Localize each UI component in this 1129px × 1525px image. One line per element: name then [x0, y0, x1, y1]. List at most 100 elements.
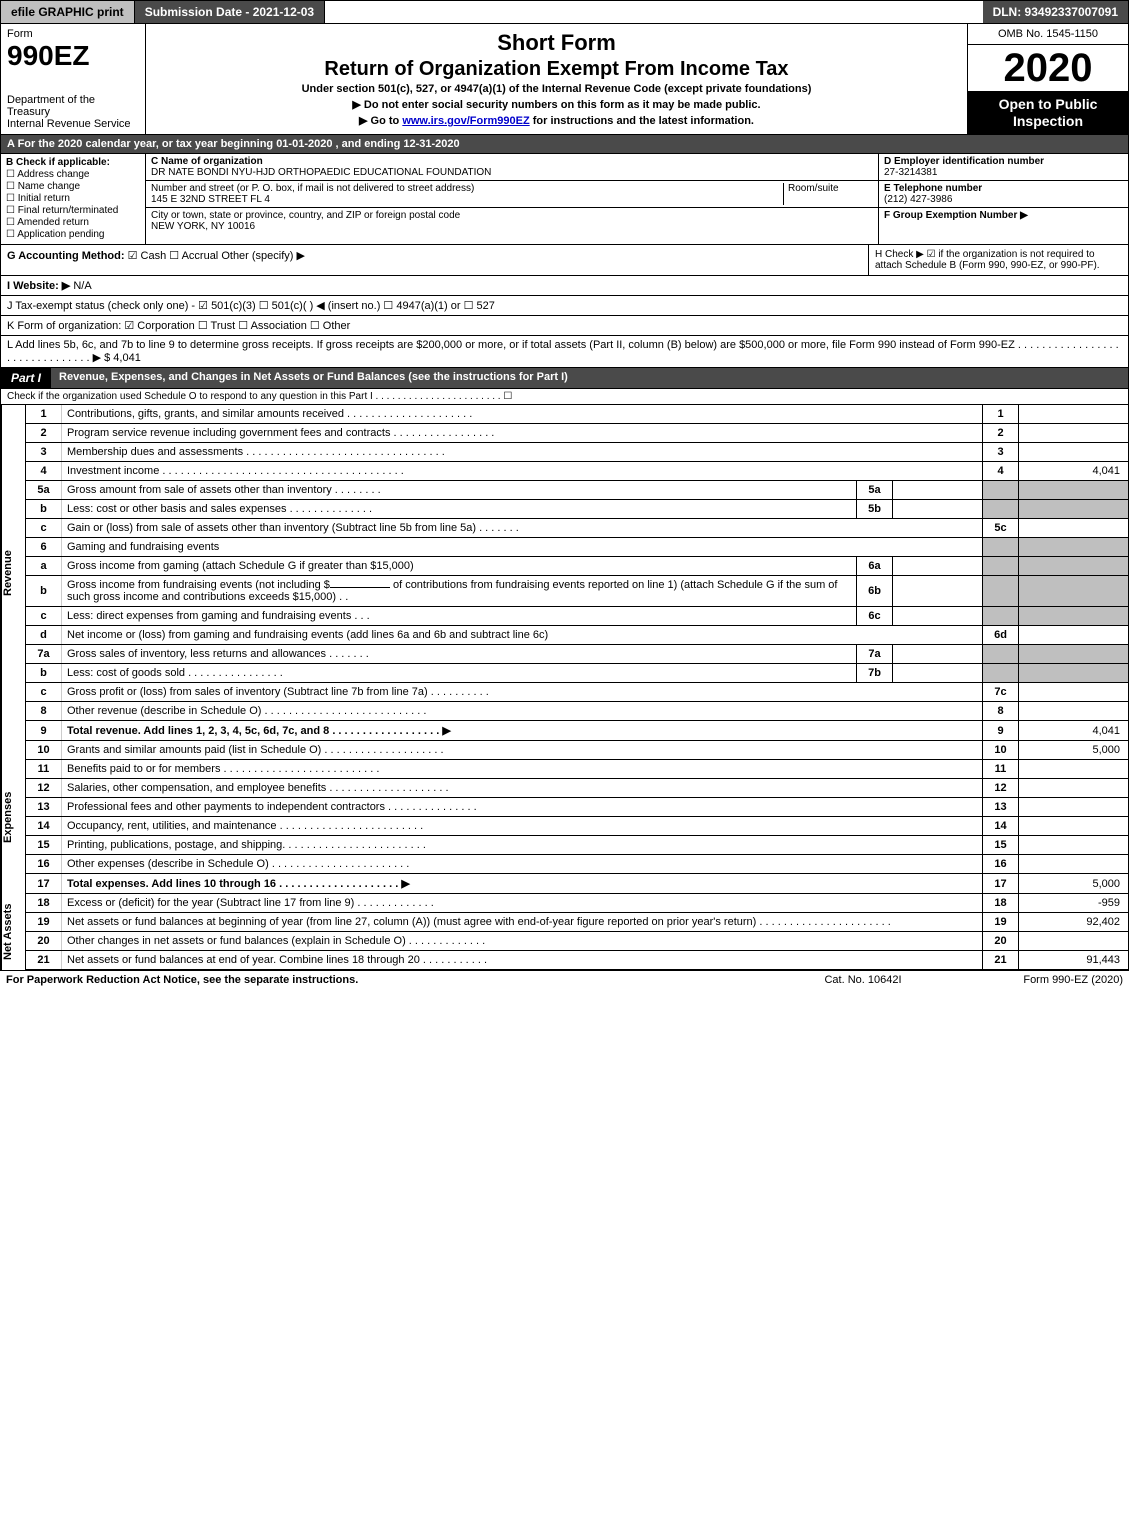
- line-5b: bLess: cost or other basis and sales exp…: [26, 500, 1129, 519]
- page-footer: For Paperwork Reduction Act Notice, see …: [0, 970, 1129, 989]
- note2-post: for instructions and the latest informat…: [530, 115, 754, 127]
- l-value: 4,041: [113, 352, 141, 364]
- short-form-title: Short Form: [152, 30, 961, 56]
- line-12: 12Salaries, other compensation, and empl…: [26, 779, 1129, 798]
- header-left: Form 990EZ Department of the Treasury In…: [1, 24, 146, 134]
- dept-irs: Internal Revenue Service: [7, 118, 131, 130]
- dept-treasury: Department of the Treasury: [7, 94, 95, 118]
- line-1: 1Contributions, gifts, grants, and simil…: [26, 405, 1129, 424]
- d-label: D Employer identification number: [884, 156, 1044, 167]
- return-title: Return of Organization Exempt From Incom…: [152, 58, 961, 81]
- g-accounting-method: G Accounting Method: ☑ Cash ☐ Accrual Ot…: [1, 245, 868, 275]
- org-name-row: C Name of organization DR NATE BONDI NYU…: [146, 154, 878, 181]
- line-9: 9Total revenue. Add lines 1, 2, 3, 4, 5c…: [26, 721, 1129, 741]
- c-label: C Name of organization: [151, 156, 263, 167]
- check-initial-return[interactable]: ☐ Initial return: [6, 193, 140, 204]
- efile-print-button[interactable]: efile GRAPHIC print: [1, 1, 135, 23]
- section-g-h-i-j: G Accounting Method: ☑ Cash ☐ Accrual Ot…: [0, 245, 1129, 316]
- paperwork-notice: For Paperwork Reduction Act Notice, see …: [6, 974, 783, 986]
- line-4: 4Investment income . . . . . . . . . . .…: [26, 462, 1129, 481]
- submission-date: Submission Date - 2021-12-03: [135, 1, 325, 23]
- line-6: 6Gaming and fundraising events: [26, 538, 1129, 557]
- i-value: N/A: [73, 280, 91, 292]
- phone-cell: E Telephone number (212) 427-3986: [879, 181, 1128, 208]
- net-assets-block: Net Assets 18Excess or (deficit) for the…: [0, 894, 1129, 970]
- b-header: B Check if applicable:: [6, 157, 110, 168]
- line-20: 20Other changes in net assets or fund ba…: [26, 932, 1129, 951]
- tax-year-line-a: A For the 2020 calendar year, or tax yea…: [0, 135, 1129, 154]
- under-section-note: Under section 501(c), 527, or 4947(a)(1)…: [152, 83, 961, 95]
- line-6a: aGross income from gaming (attach Schedu…: [26, 557, 1129, 576]
- line-6d: dNet income or (loss) from gaming and fu…: [26, 626, 1129, 645]
- g-label: G Accounting Method:: [7, 250, 125, 262]
- net-assets-table: 18Excess or (deficit) for the year (Subt…: [25, 894, 1129, 970]
- f-label: F Group Exemption Number ▶: [884, 210, 1028, 221]
- column-b: B Check if applicable: ☐ Address change …: [1, 154, 146, 244]
- check-application-pending[interactable]: ☐ Application pending: [6, 229, 140, 240]
- address-row: Number and street (or P. O. box, if mail…: [146, 181, 878, 208]
- form-number: 990EZ: [7, 40, 90, 71]
- ssn-warning: ▶ Do not enter social security numbers o…: [152, 98, 961, 111]
- e-label: E Telephone number: [884, 183, 982, 194]
- room-suite: Room/suite: [783, 183, 873, 205]
- topbar-spacer: [325, 1, 982, 23]
- g-accrual[interactable]: ☐ Accrual: [169, 250, 218, 262]
- line-11: 11Benefits paid to or for members . . . …: [26, 760, 1129, 779]
- dln-label: DLN: 93492337007091: [983, 1, 1128, 23]
- section-b-c-d-e-f: B Check if applicable: ☐ Address change …: [0, 154, 1129, 245]
- expenses-table: 10Grants and similar amounts paid (list …: [25, 741, 1129, 894]
- column-c: C Name of organization DR NATE BONDI NYU…: [146, 154, 878, 244]
- part-1-label: Part I: [1, 368, 51, 388]
- column-d-e-f: D Employer identification number 27-3214…: [878, 154, 1128, 244]
- department-label: Department of the Treasury Internal Reve…: [7, 94, 139, 130]
- j-tax-exempt-status: J Tax-exempt status (check only one) - ☑…: [1, 295, 1128, 315]
- omb-number: OMB No. 1545-1150: [968, 24, 1128, 45]
- header-right: OMB No. 1545-1150 2020 Open to Public In…: [968, 24, 1128, 134]
- line-5a: 5aGross amount from sale of assets other…: [26, 481, 1129, 500]
- line-5c: cGain or (loss) from sale of assets othe…: [26, 519, 1129, 538]
- g-other[interactable]: Other (specify) ▶: [221, 250, 305, 262]
- part-1-body: Revenue 1Contributions, gifts, grants, a…: [0, 405, 1129, 741]
- line-21: 21Net assets or fund balances at end of …: [26, 951, 1129, 970]
- form-version: Form 990-EZ (2020): [943, 974, 1123, 986]
- city-row: City or town, state or province, country…: [146, 208, 878, 234]
- g-cash[interactable]: ☑ Cash: [128, 250, 167, 262]
- h-schedule-b: H Check ▶ ☑ if the organization is not r…: [868, 245, 1128, 275]
- section-k-l: K Form of organization: ☑ Corporation ☐ …: [0, 316, 1129, 368]
- l-gross-receipts: L Add lines 5b, 6c, and 7b to line 9 to …: [1, 336, 1128, 367]
- revenue-table: 1Contributions, gifts, grants, and simil…: [25, 405, 1129, 741]
- ein-cell: D Employer identification number 27-3214…: [879, 154, 1128, 181]
- line-19: 19Net assets or fund balances at beginni…: [26, 913, 1129, 932]
- check-name-change[interactable]: ☐ Name change: [6, 181, 140, 192]
- instructions-link[interactable]: www.irs.gov/Form990EZ: [402, 115, 529, 127]
- form-header: Form 990EZ Department of the Treasury In…: [0, 24, 1129, 135]
- line-16: 16Other expenses (describe in Schedule O…: [26, 855, 1129, 874]
- line-3: 3Membership dues and assessments . . . .…: [26, 443, 1129, 462]
- line-7b: bLess: cost of goods sold . . . . . . . …: [26, 664, 1129, 683]
- line-15: 15Printing, publications, postage, and s…: [26, 836, 1129, 855]
- org-name: DR NATE BONDI NYU-HJD ORTHOPAEDIC EDUCAT…: [151, 167, 491, 178]
- catalog-number: Cat. No. 10642I: [783, 974, 943, 986]
- line-14: 14Occupancy, rent, utilities, and mainte…: [26, 817, 1129, 836]
- ein-value: 27-3214381: [884, 167, 937, 178]
- part-1-check-text: Check if the organization used Schedule …: [7, 391, 1122, 402]
- check-amended-return[interactable]: ☐ Amended return: [6, 217, 140, 228]
- form-label: Form: [7, 28, 33, 40]
- line-8: 8Other revenue (describe in Schedule O) …: [26, 702, 1129, 721]
- org-address: 145 E 32ND STREET FL 4: [151, 194, 270, 205]
- part-1-header: Part I Revenue, Expenses, and Changes in…: [0, 368, 1129, 389]
- i-website: I Website: ▶ N/A: [1, 275, 1128, 295]
- line-6b: bGross income from fundraising events (n…: [26, 576, 1129, 607]
- net-assets-tab: Net Assets: [1, 894, 25, 970]
- part-1-title: Revenue, Expenses, and Changes in Net As…: [51, 368, 1128, 388]
- note2-pre: ▶ Go to: [359, 115, 402, 127]
- line-17: 17Total expenses. Add lines 10 through 1…: [26, 874, 1129, 894]
- tax-year: 2020: [968, 45, 1128, 92]
- check-final-return[interactable]: ☐ Final return/terminated: [6, 205, 140, 216]
- part-1-check-row: Check if the organization used Schedule …: [0, 389, 1129, 405]
- header-middle: Short Form Return of Organization Exempt…: [146, 24, 968, 134]
- check-address-change[interactable]: ☐ Address change: [6, 169, 140, 180]
- i-label: I Website: ▶: [7, 280, 70, 292]
- org-city: NEW YORK, NY 10016: [151, 221, 255, 232]
- expenses-tab: Expenses: [1, 741, 25, 894]
